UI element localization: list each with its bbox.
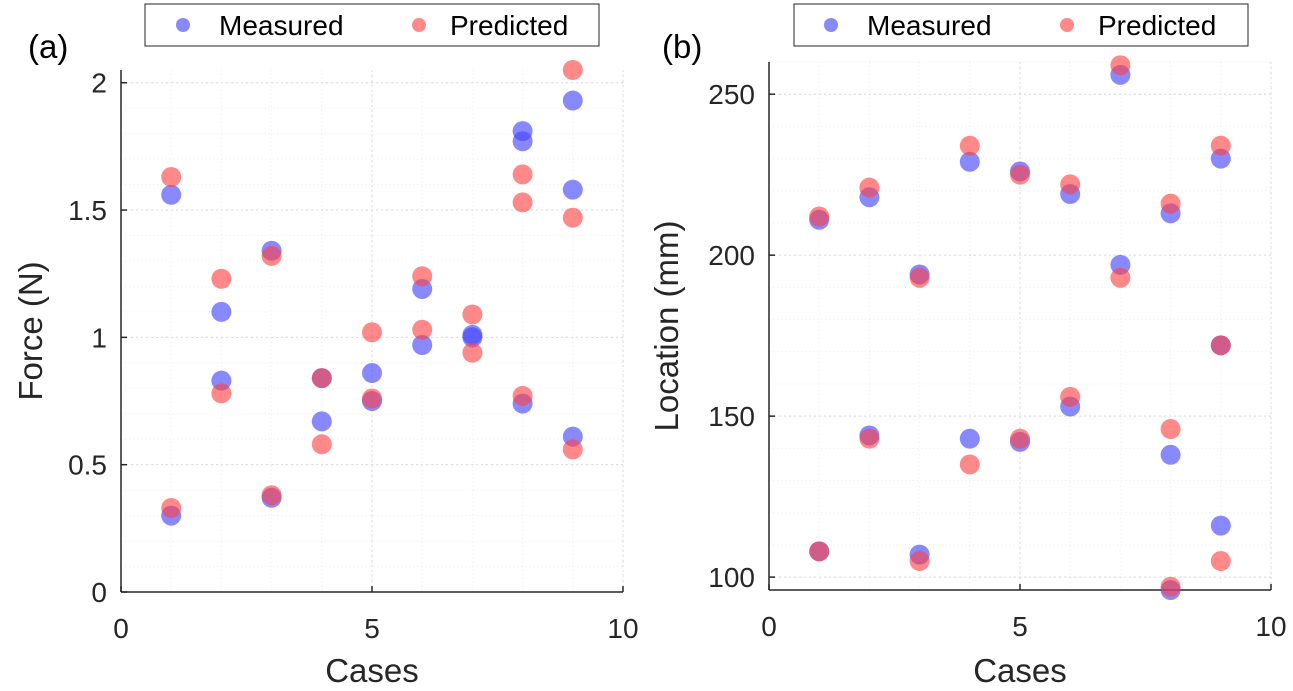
chart-b-point-predicted bbox=[1160, 193, 1181, 214]
chart-a-point-measured bbox=[462, 327, 483, 348]
chart-a-point-predicted bbox=[261, 485, 282, 506]
chart-a-point-predicted bbox=[311, 368, 332, 389]
chart-b-x-tick-label: 0 bbox=[761, 611, 777, 642]
chart-b-legend-box bbox=[793, 3, 1249, 47]
chart-a-panel-label: (a) bbox=[28, 28, 68, 65]
chart-a-point-predicted bbox=[211, 268, 232, 289]
chart-b-point-predicted bbox=[1060, 174, 1081, 195]
chart-a-legend-marker-predicted bbox=[412, 18, 426, 32]
chart-b-point-predicted bbox=[809, 541, 830, 562]
chart-a-point-measured bbox=[562, 179, 583, 200]
chart-a-point-predicted bbox=[512, 192, 533, 213]
chart-b-y-tick-label: 100 bbox=[708, 562, 755, 593]
chart-a-point-measured bbox=[311, 411, 332, 432]
chart-a-point-predicted bbox=[562, 207, 583, 228]
chart-a-point-measured bbox=[211, 301, 232, 322]
chart-b-x-tick-label: 5 bbox=[1012, 611, 1028, 642]
chart-b-y-tick-label: 150 bbox=[708, 401, 755, 432]
chart-b-point-predicted bbox=[1210, 335, 1231, 356]
chart-b-panel-label: (b) bbox=[662, 28, 702, 65]
chart-a-point-measured bbox=[562, 90, 583, 111]
chart-a-legend-box bbox=[144, 3, 600, 47]
chart-a-y-axis-label: Force (N) bbox=[12, 261, 49, 400]
chart-a-point-predicted bbox=[562, 439, 583, 460]
chart-b-point-measured bbox=[959, 428, 980, 449]
chart-b-point-predicted bbox=[1010, 428, 1030, 449]
chart-a-y-tick-label: 0 bbox=[91, 577, 107, 608]
chart-b-point-predicted bbox=[1210, 551, 1231, 572]
chart-b-legend-label-predicted: Predicted bbox=[1098, 10, 1216, 41]
chart-b-point-predicted bbox=[1010, 164, 1030, 185]
chart-a-point-measured bbox=[512, 131, 533, 152]
chart-b-legend-marker-measured bbox=[824, 18, 838, 32]
chart-a-point-predicted bbox=[462, 342, 483, 363]
chart-b-point-measured bbox=[1210, 515, 1231, 536]
chart-a-x-tick-label: 0 bbox=[113, 613, 129, 644]
chart-b-legend-label-measured: Measured bbox=[867, 10, 992, 41]
panel-b: 0 5 10 100 150 200 250 Cases Location (mm) (b) Mea… bbox=[648, 3, 1287, 689]
chart-b-point-predicted bbox=[909, 551, 930, 572]
chart-b-y-tick-label: 200 bbox=[708, 240, 755, 271]
chart-b-y-axis-label: Location (mm) bbox=[648, 221, 685, 432]
chart-a-point-predicted bbox=[512, 164, 533, 185]
chart-a-x-tick-label: 5 bbox=[364, 613, 380, 644]
chart-b-legend-marker-predicted bbox=[1060, 18, 1074, 32]
chart-b-point-predicted bbox=[1110, 55, 1131, 76]
chart-b-point-measured bbox=[1160, 444, 1181, 465]
chart-a-point-predicted bbox=[412, 266, 433, 287]
chart-b-point-predicted bbox=[909, 267, 930, 288]
chart-b-point-predicted bbox=[1160, 419, 1181, 440]
chart-a-point-predicted bbox=[261, 245, 282, 266]
chart-b-point-predicted bbox=[1210, 135, 1231, 156]
chart-b-point-predicted bbox=[859, 177, 880, 198]
chart-a-y-tick-label: 2 bbox=[91, 68, 107, 99]
chart-b-point-predicted bbox=[1060, 386, 1081, 407]
chart-a-point-predicted bbox=[462, 304, 483, 325]
chart-b-y-tick-label: 250 bbox=[708, 79, 755, 110]
chart-a-legend-label-measured: Measured bbox=[219, 10, 344, 41]
chart-b-point-predicted bbox=[959, 454, 980, 475]
chart-a-point-predicted bbox=[412, 319, 433, 340]
chart-a-point-predicted bbox=[211, 383, 232, 404]
chart-a-legend-label-predicted: Predicted bbox=[450, 10, 568, 41]
chart-a-point-predicted bbox=[161, 497, 182, 518]
panel-a: 0 5 10 0 0.5 1 1.5 2 Cases Force (N) (a) Measured Pr… bbox=[12, 3, 639, 689]
chart-a-point-measured bbox=[412, 335, 433, 356]
chart-b-x-axis-label: Cases bbox=[973, 652, 1067, 689]
chart-b-point-measured bbox=[959, 151, 980, 172]
chart-a-point-predicted bbox=[362, 322, 382, 343]
chart-a-point-predicted bbox=[362, 388, 382, 409]
chart-a-point-predicted bbox=[512, 385, 533, 406]
chart-a-point-measured bbox=[161, 184, 182, 205]
chart-a-legend-marker-measured bbox=[176, 18, 190, 32]
chart-b-point-predicted bbox=[959, 135, 980, 156]
chart-a-x-axis-label: Cases bbox=[325, 652, 419, 689]
chart-b-point-predicted bbox=[1110, 267, 1131, 288]
chart-a-y-tick-label: 1 bbox=[91, 322, 107, 353]
chart-b-x-tick-label: 10 bbox=[1255, 611, 1286, 642]
chart-a-point-measured bbox=[362, 363, 382, 384]
chart-a-x-tick-label: 10 bbox=[607, 613, 638, 644]
chart-a-y-tick-label: 0.5 bbox=[68, 450, 107, 481]
chart-b-point-predicted bbox=[1160, 576, 1181, 597]
chart-b-point-predicted bbox=[859, 428, 880, 449]
chart-b-point-predicted bbox=[809, 206, 830, 227]
chart-a-y-tick-label: 1.5 bbox=[68, 195, 107, 226]
chart-a-point-predicted bbox=[311, 434, 332, 455]
chart-a-point-predicted bbox=[161, 166, 182, 187]
chart-a-point-predicted bbox=[562, 60, 583, 80]
